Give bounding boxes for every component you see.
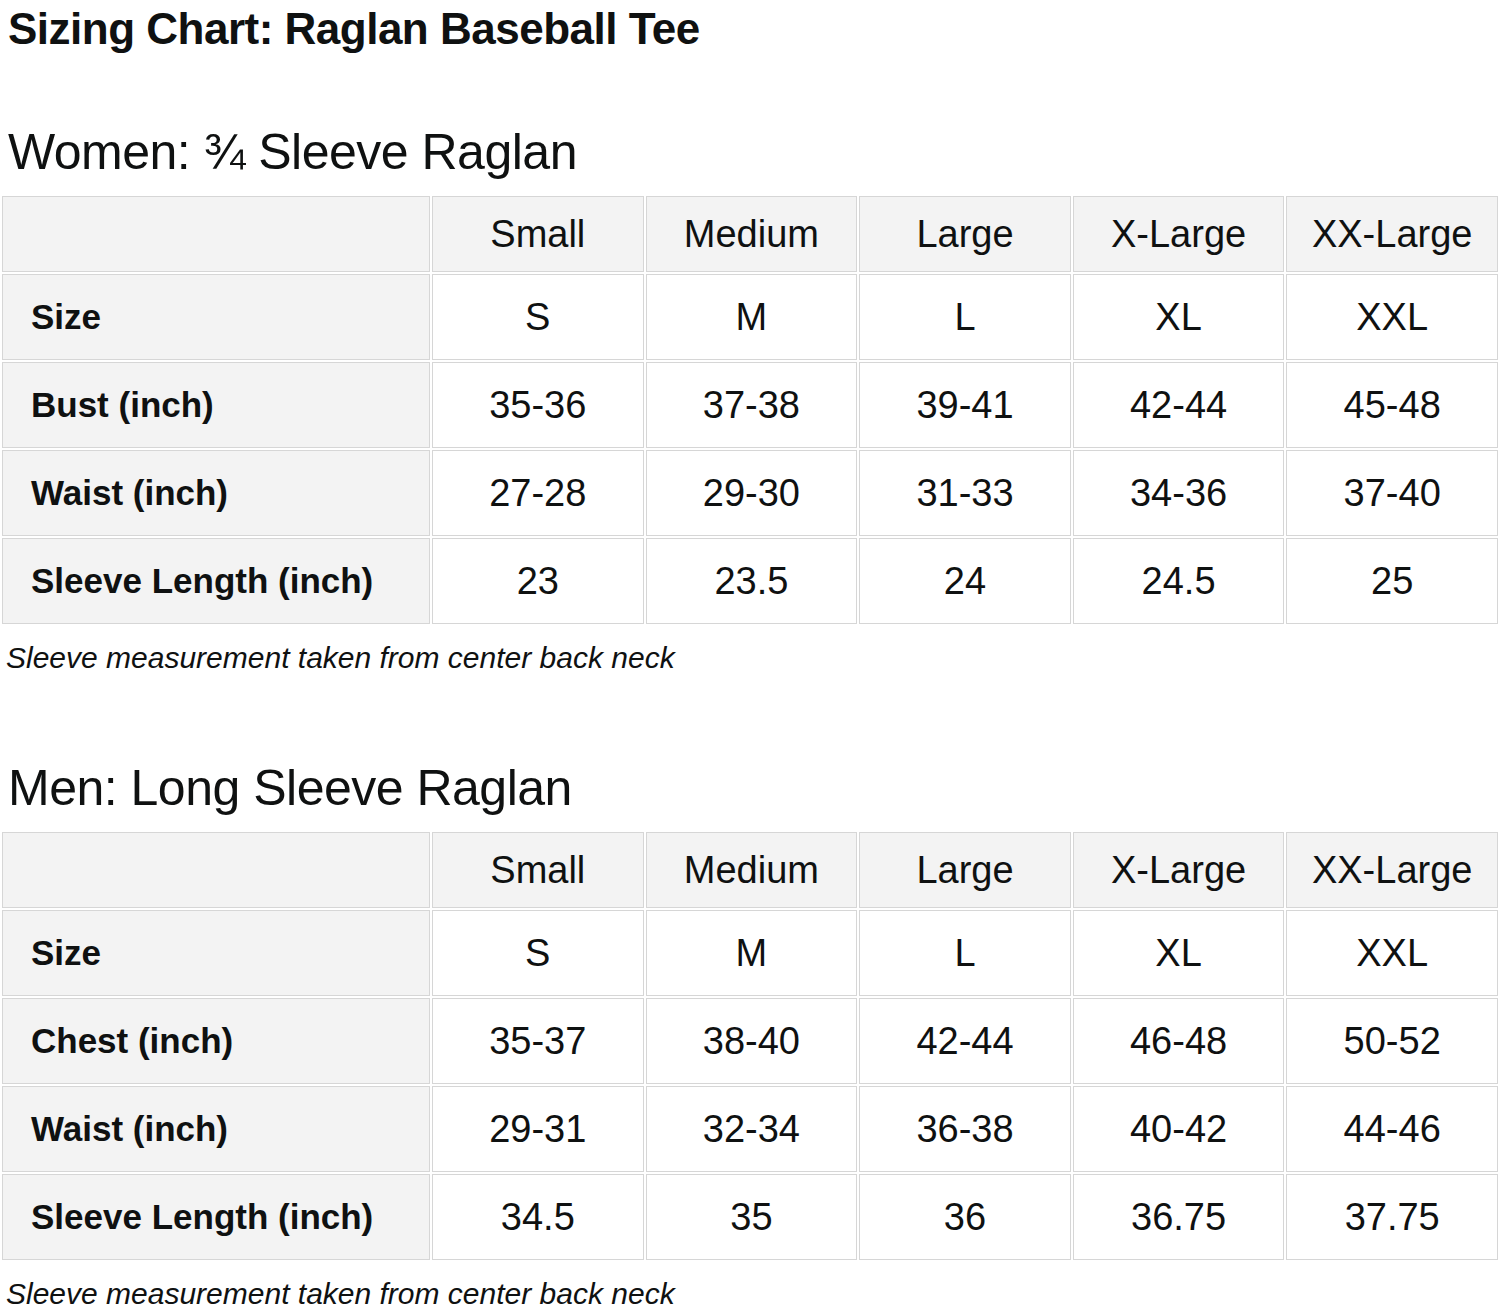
row-label: Sleeve Length (inch) [2,538,430,624]
size-value-cell: 31-33 [859,450,1071,536]
sleeve-note-men: Sleeve measurement taken from center bac… [6,1276,1500,1312]
column-header: Small [432,196,644,272]
size-value-cell: 44-46 [1286,1086,1498,1172]
row-label: Sleeve Length (inch) [2,1174,430,1260]
column-header: Large [859,832,1071,908]
sleeve-note-women: Sleeve measurement taken from center bac… [6,640,1500,676]
column-header: X-Large [1073,832,1285,908]
size-value-cell: 39-41 [859,362,1071,448]
size-value-cell: 45-48 [1286,362,1498,448]
size-value-cell: XXL [1286,910,1498,996]
size-value-cell: 24 [859,538,1071,624]
size-value-cell: 36 [859,1174,1071,1260]
sizing-chart-page: Sizing Chart: Raglan Baseball Tee Women:… [0,4,1500,1312]
table-row: Waist (inch)27-2829-3031-3334-3637-40 [2,450,1498,536]
column-header: Small [432,832,644,908]
size-value-cell: L [859,274,1071,360]
size-value-cell: XL [1073,910,1285,996]
row-label: Waist (inch) [2,1086,430,1172]
column-header: Medium [646,832,858,908]
column-header: XX-Large [1286,196,1498,272]
size-value-cell: 29-31 [432,1086,644,1172]
column-header: XX-Large [1286,832,1498,908]
size-value-cell: 35-36 [432,362,644,448]
table-row: SizeSMLXLXXL [2,910,1498,996]
corner-cell [2,196,430,272]
size-value-cell: L [859,910,1071,996]
row-label: Waist (inch) [2,450,430,536]
size-value-cell: S [432,274,644,360]
size-value-cell: 37-40 [1286,450,1498,536]
size-value-cell: 50-52 [1286,998,1498,1084]
size-value-cell: 29-30 [646,450,858,536]
table-row: Sleeve Length (inch)2323.52424.525 [2,538,1498,624]
header-row: SmallMediumLargeX-LargeXX-Large [2,832,1498,908]
size-value-cell: 37.75 [1286,1174,1498,1260]
column-header: X-Large [1073,196,1285,272]
section-women: Women: ¾ Sleeve Raglan SmallMediumLargeX… [0,124,1500,676]
size-value-cell: XXL [1286,274,1498,360]
size-value-cell: 37-38 [646,362,858,448]
page-title: Sizing Chart: Raglan Baseball Tee [8,4,1500,54]
table-row: Chest (inch)35-3738-4042-4446-4850-52 [2,998,1498,1084]
size-value-cell: M [646,274,858,360]
size-value-cell: 27-28 [432,450,644,536]
table-row: Bust (inch)35-3637-3839-4142-4445-48 [2,362,1498,448]
size-value-cell: 42-44 [1073,362,1285,448]
corner-cell [2,832,430,908]
size-value-cell: 35-37 [432,998,644,1084]
row-label: Chest (inch) [2,998,430,1084]
row-label: Bust (inch) [2,362,430,448]
table-row: SizeSMLXLXXL [2,274,1498,360]
size-value-cell: 32-34 [646,1086,858,1172]
size-value-cell: 40-42 [1073,1086,1285,1172]
column-header: Large [859,196,1071,272]
row-label: Size [2,274,430,360]
section-heading-men: Men: Long Sleeve Raglan [8,760,1500,816]
size-value-cell: 34-36 [1073,450,1285,536]
size-value-cell: 36.75 [1073,1174,1285,1260]
size-value-cell: 23 [432,538,644,624]
size-value-cell: M [646,910,858,996]
size-value-cell: 46-48 [1073,998,1285,1084]
table-row: Waist (inch)29-3132-3436-3840-4244-46 [2,1086,1498,1172]
section-men: Men: Long Sleeve Raglan SmallMediumLarge… [0,760,1500,1312]
section-heading-women: Women: ¾ Sleeve Raglan [8,124,1500,180]
size-value-cell: 36-38 [859,1086,1071,1172]
size-value-cell: XL [1073,274,1285,360]
size-value-cell: S [432,910,644,996]
size-value-cell: 25 [1286,538,1498,624]
women-size-table: SmallMediumLargeX-LargeXX-LargeSizeSMLXL… [0,194,1500,626]
row-label: Size [2,910,430,996]
size-value-cell: 34.5 [432,1174,644,1260]
table-row: Sleeve Length (inch)34.5353636.7537.75 [2,1174,1498,1260]
men-size-table: SmallMediumLargeX-LargeXX-LargeSizeSMLXL… [0,830,1500,1262]
size-value-cell: 24.5 [1073,538,1285,624]
size-value-cell: 42-44 [859,998,1071,1084]
header-row: SmallMediumLargeX-LargeXX-Large [2,196,1498,272]
size-value-cell: 38-40 [646,998,858,1084]
size-value-cell: 35 [646,1174,858,1260]
size-value-cell: 23.5 [646,538,858,624]
column-header: Medium [646,196,858,272]
